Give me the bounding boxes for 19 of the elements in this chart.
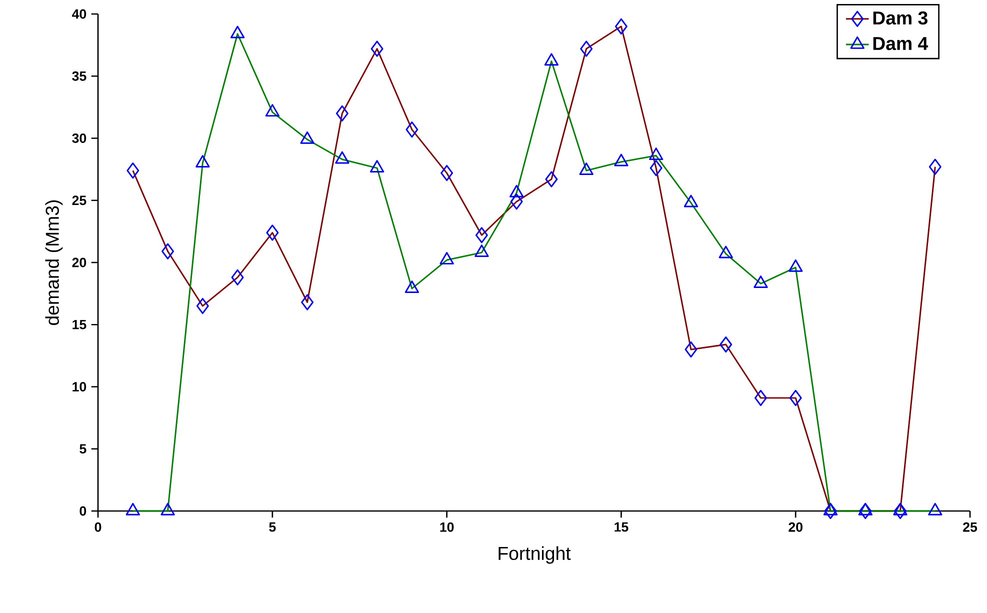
x-tick-label: 15 [614,522,628,532]
y-tick-label: 20 [72,258,86,268]
x-tick-label: 5 [269,522,276,532]
y-tick-label: 0 [80,506,86,516]
y-tick-label: 5 [80,444,86,454]
legend-label: Dam 3 [873,11,928,25]
x-axis-title: Fortnight [498,546,571,564]
y-tick-label: 25 [72,196,86,206]
y-tick-label: 40 [72,9,86,19]
x-tick-label: 25 [963,522,978,532]
y-tick-label: 10 [72,382,86,392]
y-tick-label: 35 [72,71,86,81]
y-tick-label: 15 [72,320,86,330]
x-tick-label: 20 [788,522,802,532]
x-tick-label: 0 [94,522,102,532]
y-axis-title: demand (Mm3) [45,200,63,325]
y-tick-label: 30 [72,134,86,143]
legend-label: Dam 4 [873,37,928,50]
x-tick-label: 10 [440,522,454,532]
